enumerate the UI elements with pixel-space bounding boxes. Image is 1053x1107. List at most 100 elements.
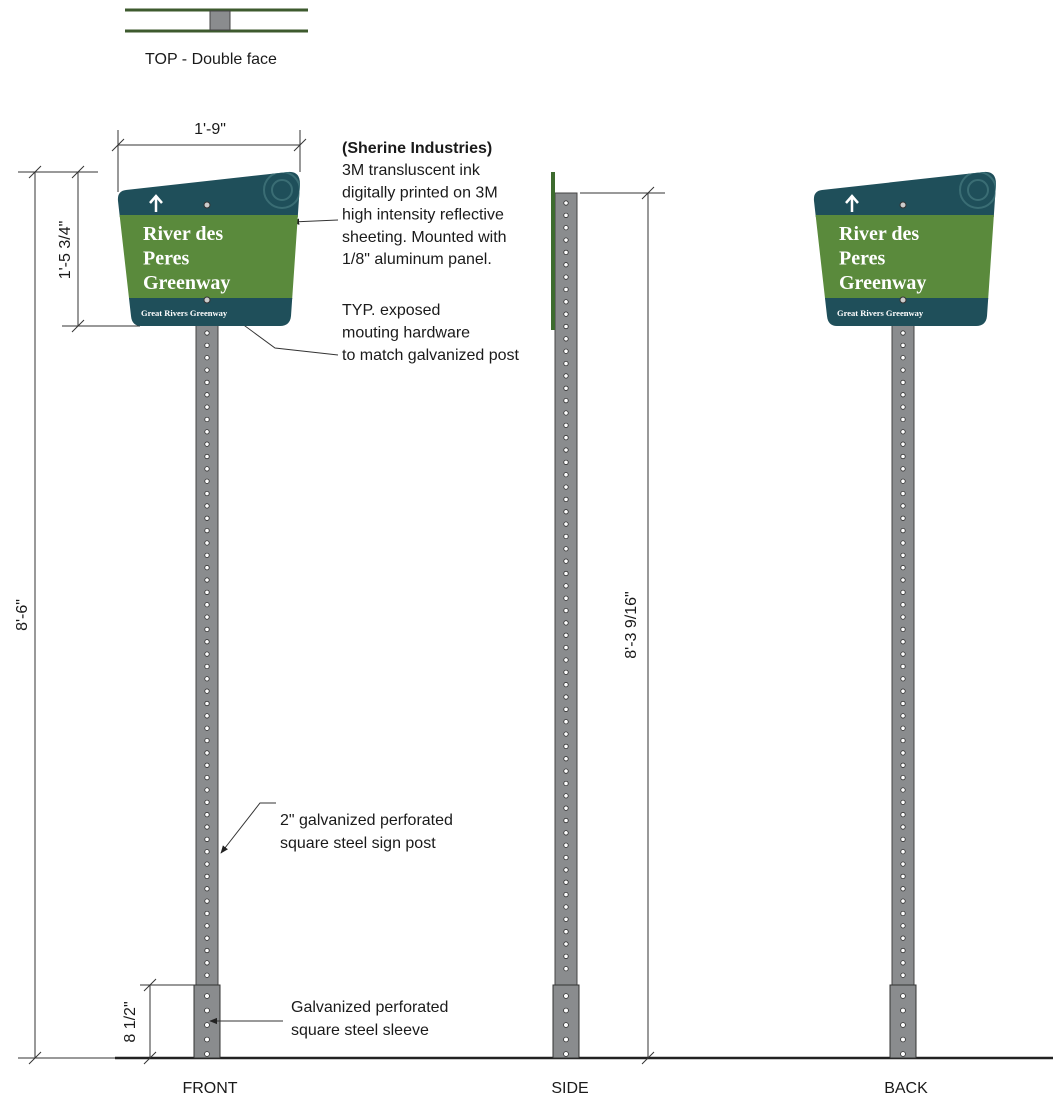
post-hole bbox=[900, 552, 906, 558]
post-hole bbox=[900, 515, 906, 521]
panel-note-title: (Sherine Industries) bbox=[342, 140, 492, 157]
post-hole bbox=[204, 379, 210, 385]
sleeve-hole bbox=[563, 993, 569, 999]
post-hole bbox=[900, 663, 906, 670]
sign-arrow bbox=[149, 194, 163, 212]
post-hole bbox=[204, 540, 210, 546]
post-hole bbox=[563, 657, 569, 663]
sleeve-hole bbox=[900, 1007, 906, 1014]
post-hole bbox=[204, 873, 210, 880]
sign-face bbox=[813, 171, 997, 326]
post-hole bbox=[204, 515, 210, 521]
dimensions: 1'-9" 1'-5 3/4" 8'-6" 8 1/2" 8'-3 9/16" bbox=[14, 121, 665, 1065]
sleeve-hole bbox=[900, 993, 906, 999]
post-hole bbox=[204, 910, 210, 917]
post-hole bbox=[900, 355, 906, 361]
post-hole bbox=[900, 923, 906, 929]
note-line: Galvanized perforated bbox=[291, 999, 448, 1016]
post-hole bbox=[563, 509, 569, 515]
post-hole bbox=[563, 780, 569, 787]
side-panel bbox=[551, 172, 555, 330]
post-hole bbox=[563, 286, 569, 293]
post-hole bbox=[900, 392, 906, 398]
post-hole bbox=[900, 836, 906, 842]
post-hole bbox=[563, 966, 569, 972]
post-hole bbox=[204, 972, 210, 978]
view-label: FRONT bbox=[182, 1080, 237, 1097]
top-view: TOP - Double face bbox=[125, 8, 308, 68]
post-hole bbox=[900, 565, 906, 571]
post-hole bbox=[204, 886, 210, 892]
post-hole bbox=[563, 385, 569, 391]
note-line: sheeting. Mounted with bbox=[342, 229, 507, 246]
post-hole bbox=[204, 799, 210, 805]
post-hole bbox=[563, 682, 569, 688]
post-hole bbox=[563, 830, 569, 836]
post-hole bbox=[900, 688, 906, 694]
post-hole bbox=[563, 546, 569, 552]
sleeve-hole bbox=[204, 1036, 210, 1043]
note-line: square steel sleeve bbox=[291, 1022, 429, 1039]
overall-dimension: 8'-6" bbox=[14, 599, 31, 631]
view-labels: FRONT SIDE BACK bbox=[182, 1080, 928, 1097]
sleeve-hole bbox=[204, 1022, 210, 1028]
post-hole bbox=[563, 521, 569, 527]
post-hole bbox=[900, 960, 906, 966]
post-hole bbox=[900, 453, 906, 460]
post-hole bbox=[563, 459, 569, 465]
post-hole bbox=[563, 484, 569, 490]
post-hole bbox=[900, 577, 906, 583]
post-hole bbox=[204, 453, 210, 460]
sign-band-mid bbox=[813, 215, 997, 299]
post-hole bbox=[900, 787, 906, 793]
post-hole bbox=[204, 762, 210, 768]
post-hole bbox=[900, 861, 906, 867]
post-hole bbox=[900, 626, 906, 633]
sleeve-hole bbox=[900, 1022, 906, 1028]
post-hole bbox=[563, 842, 569, 848]
sign-arrow bbox=[845, 194, 859, 212]
post-hole bbox=[204, 466, 210, 472]
post-hole bbox=[563, 422, 569, 428]
sign-text: Greenway bbox=[143, 272, 230, 294]
post-hole bbox=[563, 941, 569, 947]
post-hole bbox=[563, 200, 569, 206]
post-hole bbox=[900, 812, 906, 818]
post-hole bbox=[563, 953, 569, 959]
posts bbox=[193, 172, 917, 1059]
post-hole bbox=[563, 348, 569, 354]
post-hole bbox=[204, 330, 210, 336]
post-hole bbox=[204, 676, 210, 682]
post-hole bbox=[204, 787, 210, 793]
post-hole bbox=[204, 737, 210, 744]
post-hole bbox=[204, 503, 210, 509]
post-hole bbox=[204, 947, 210, 954]
post-hole bbox=[563, 397, 569, 404]
post-hole bbox=[900, 824, 906, 830]
post-hole bbox=[563, 583, 569, 589]
post-hole bbox=[563, 929, 569, 935]
post-hole bbox=[900, 935, 906, 941]
post-hole bbox=[204, 639, 210, 645]
post-hole bbox=[900, 379, 906, 385]
post-hole bbox=[204, 565, 210, 571]
sign-face bbox=[117, 171, 301, 326]
post-hole bbox=[563, 706, 569, 712]
post-hole bbox=[204, 602, 210, 608]
note-line: digitally printed on 3M bbox=[342, 184, 498, 201]
post-hole bbox=[204, 836, 210, 842]
post-hole bbox=[204, 552, 210, 558]
post-hole bbox=[563, 533, 569, 540]
sign-band-mid bbox=[117, 215, 301, 299]
post-hole bbox=[900, 441, 906, 447]
post-hole bbox=[563, 620, 569, 626]
post-hole bbox=[563, 768, 569, 774]
post-hole bbox=[204, 750, 210, 756]
sleeve-hole bbox=[563, 1036, 569, 1043]
sleeve-hole bbox=[900, 1051, 906, 1057]
sign-bolt bbox=[899, 201, 907, 209]
sign-text: River des bbox=[143, 223, 223, 245]
post-hole bbox=[204, 824, 210, 830]
